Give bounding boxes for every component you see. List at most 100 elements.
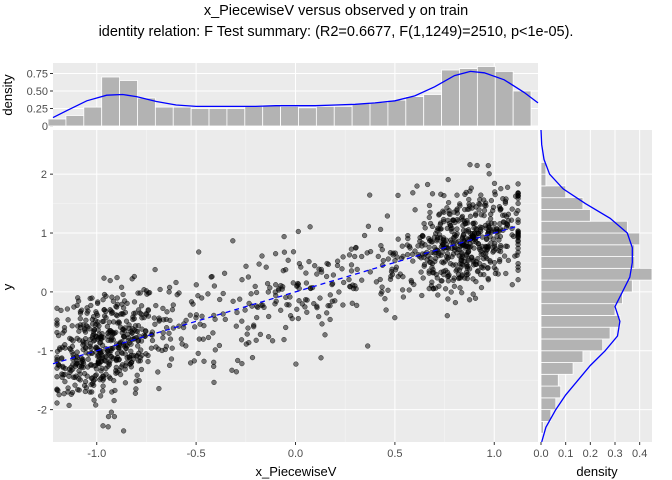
right-histogram-bar bbox=[540, 267, 653, 281]
scatter-point bbox=[382, 296, 388, 302]
scatter-point bbox=[451, 275, 457, 281]
scatter-point bbox=[134, 372, 140, 378]
scatter-point bbox=[117, 371, 124, 378]
scatter-point bbox=[491, 259, 498, 266]
scatter-point bbox=[265, 289, 271, 295]
scatter-point bbox=[283, 267, 289, 273]
scatter-point bbox=[99, 365, 105, 372]
scatter-point bbox=[235, 357, 241, 364]
scatter-point bbox=[93, 372, 99, 378]
scatter-point bbox=[475, 241, 481, 247]
scatter-point bbox=[87, 341, 94, 347]
scatter-point bbox=[105, 363, 111, 369]
scatter-point bbox=[238, 337, 245, 343]
scatter-point bbox=[212, 316, 218, 322]
right-histogram-density-label: density bbox=[576, 464, 618, 479]
scatter-point bbox=[441, 192, 447, 199]
scatter-point bbox=[384, 213, 391, 219]
scatter-point bbox=[479, 224, 485, 231]
top-histogram-bar bbox=[244, 106, 264, 127]
scatter-point bbox=[283, 324, 289, 331]
scatter-point bbox=[498, 244, 504, 251]
scatter-point bbox=[509, 206, 515, 212]
top-histogram-bar bbox=[369, 101, 389, 127]
scatter-point bbox=[156, 385, 162, 392]
scatter-point bbox=[120, 326, 126, 332]
scatter-point bbox=[77, 316, 83, 322]
chart-subtitle: identity relation: F Test summary: (R2=0… bbox=[98, 24, 574, 40]
scatter-point bbox=[327, 303, 333, 309]
scatter-point bbox=[55, 332, 62, 339]
scatter-point bbox=[454, 226, 460, 232]
scatter-point bbox=[252, 283, 258, 290]
scatter-point bbox=[131, 327, 138, 333]
scatter-point bbox=[459, 290, 465, 296]
scatter-point bbox=[365, 343, 371, 349]
right-histogram-bar bbox=[540, 315, 621, 328]
scatter-point bbox=[131, 273, 137, 280]
scatter-point bbox=[307, 224, 313, 230]
scatter-point bbox=[478, 192, 484, 198]
right-histogram-bar bbox=[540, 220, 628, 234]
scatter-point bbox=[87, 336, 93, 343]
scatter-point bbox=[515, 217, 521, 223]
scatter-point bbox=[109, 389, 115, 395]
scatter-point bbox=[466, 196, 472, 203]
scatter-point bbox=[501, 253, 508, 259]
scatter-point bbox=[89, 389, 95, 395]
scatter-point bbox=[100, 375, 107, 382]
scatter-point bbox=[505, 257, 512, 264]
scatter-point bbox=[348, 268, 355, 274]
y-tick-label: -2 bbox=[37, 405, 47, 417]
scatter-point bbox=[340, 254, 346, 260]
scatter-point bbox=[424, 181, 431, 188]
scatter-point bbox=[486, 171, 492, 177]
scatter-point bbox=[487, 216, 494, 222]
scatter-point bbox=[350, 285, 357, 292]
scatter-point bbox=[461, 237, 467, 244]
right-histogram-bar bbox=[540, 303, 616, 316]
scatter-point bbox=[491, 220, 497, 227]
scatter-point bbox=[138, 303, 145, 309]
x-tick-label: -1.0 bbox=[87, 448, 106, 460]
scatter-point bbox=[294, 306, 300, 312]
scatter-point bbox=[515, 237, 521, 244]
scatter-point bbox=[131, 299, 138, 305]
scatter-point bbox=[390, 252, 396, 258]
scatter-point bbox=[474, 268, 481, 275]
scatter-point bbox=[109, 310, 115, 316]
scatter-point bbox=[76, 328, 82, 334]
right-histogram-bar bbox=[540, 350, 584, 363]
scatter-point bbox=[445, 256, 451, 262]
scatter-point bbox=[101, 313, 108, 319]
scatter-point bbox=[302, 304, 308, 310]
scatter-point bbox=[143, 328, 149, 335]
scatter-point bbox=[101, 318, 107, 324]
scatter-point bbox=[472, 220, 478, 226]
scatter-point bbox=[110, 337, 116, 343]
scatter-point bbox=[124, 300, 130, 307]
right-marginal-panel: 0.0 0.1 0.2 0.3 0.4 bbox=[533, 129, 653, 460]
scatter-point bbox=[435, 253, 442, 259]
scatter-point bbox=[76, 337, 83, 343]
scatter-point bbox=[367, 192, 373, 198]
scatter-point bbox=[443, 237, 449, 243]
scatter-point bbox=[439, 249, 445, 255]
scatter-point bbox=[162, 346, 168, 353]
scatter-point bbox=[471, 245, 477, 251]
scatter-point bbox=[135, 338, 141, 344]
scatter-point bbox=[475, 230, 482, 236]
scatter-point bbox=[153, 302, 159, 309]
scatter-point bbox=[352, 253, 358, 260]
right-histogram-bar bbox=[540, 209, 591, 222]
top-histogram-bar bbox=[459, 68, 478, 127]
top-histogram-bar bbox=[280, 106, 299, 127]
scatter-point bbox=[77, 310, 84, 316]
scatter-point bbox=[80, 364, 86, 371]
scatter-point bbox=[453, 239, 459, 245]
scatter-point bbox=[479, 243, 485, 250]
scatter-point bbox=[447, 222, 453, 229]
scatter-point bbox=[135, 323, 142, 329]
scatter-point bbox=[132, 390, 139, 396]
scatter-point bbox=[208, 274, 214, 280]
